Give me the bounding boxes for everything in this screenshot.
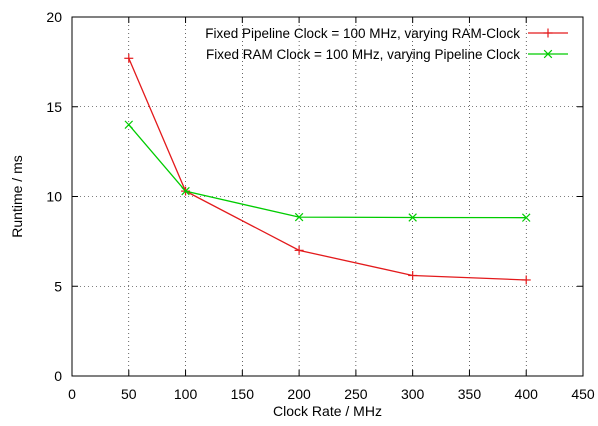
data-point-marker xyxy=(124,120,134,129)
series-1-line xyxy=(128,58,527,281)
y-tick-label: 0 xyxy=(54,368,62,384)
x-tick-label: 250 xyxy=(344,386,368,402)
legend-item-1: Fixed Pipeline Clock = 100 MHz, varying … xyxy=(205,26,568,41)
legend-label: Fixed RAM Clock = 100 MHz, varying Pipel… xyxy=(206,47,520,62)
series-2-line xyxy=(128,124,527,219)
series-1 xyxy=(124,53,531,285)
series-2-point xyxy=(181,186,190,196)
grid-layer xyxy=(72,17,583,376)
series-2-point xyxy=(124,120,134,129)
data-point-marker xyxy=(181,186,190,196)
series-1-point xyxy=(124,53,134,63)
series-2 xyxy=(124,120,531,222)
legend-label: Fixed Pipeline Clock = 100 MHz, varying … xyxy=(205,26,520,41)
series-2-point xyxy=(408,213,417,222)
x-axis-title: Clock Rate / MHz xyxy=(273,403,382,419)
x-tick-label: 200 xyxy=(287,386,311,402)
series-1-point xyxy=(294,245,304,255)
legend-item-2: Fixed RAM Clock = 100 MHz, varying Pipel… xyxy=(206,47,568,62)
x-tick-label: 300 xyxy=(401,386,425,402)
series-1-point xyxy=(521,275,531,285)
x-tick-label: 50 xyxy=(121,386,137,402)
y-tick-label: 5 xyxy=(54,278,62,294)
series-layer xyxy=(124,53,531,285)
series-1-point xyxy=(408,270,418,280)
y-tick-label: 10 xyxy=(46,189,62,205)
legend-swatch-marker xyxy=(543,49,553,59)
y-tick-label: 20 xyxy=(46,9,62,25)
data-point-marker xyxy=(408,213,417,222)
axes-layer: 0 50 100 150 200 250 300 350 400 450 0 5 10 15 20 xyxy=(46,9,594,402)
x-tick-label: 400 xyxy=(515,386,539,402)
x-tick-label: 350 xyxy=(458,386,482,402)
legend: Fixed Pipeline Clock = 100 MHz, varying … xyxy=(205,26,568,62)
data-point-marker xyxy=(294,212,304,222)
series-2-point xyxy=(294,212,304,222)
series-2-point xyxy=(521,213,531,222)
x-tick-label: 450 xyxy=(571,386,595,402)
x-tick-label: 100 xyxy=(174,386,198,402)
y-tick-label: 15 xyxy=(46,99,62,115)
y-axis-title: Runtime / ms xyxy=(9,155,25,237)
x-tick-label: 0 xyxy=(68,386,76,402)
x-tick-label: 150 xyxy=(231,386,255,402)
data-point-marker xyxy=(521,213,531,222)
